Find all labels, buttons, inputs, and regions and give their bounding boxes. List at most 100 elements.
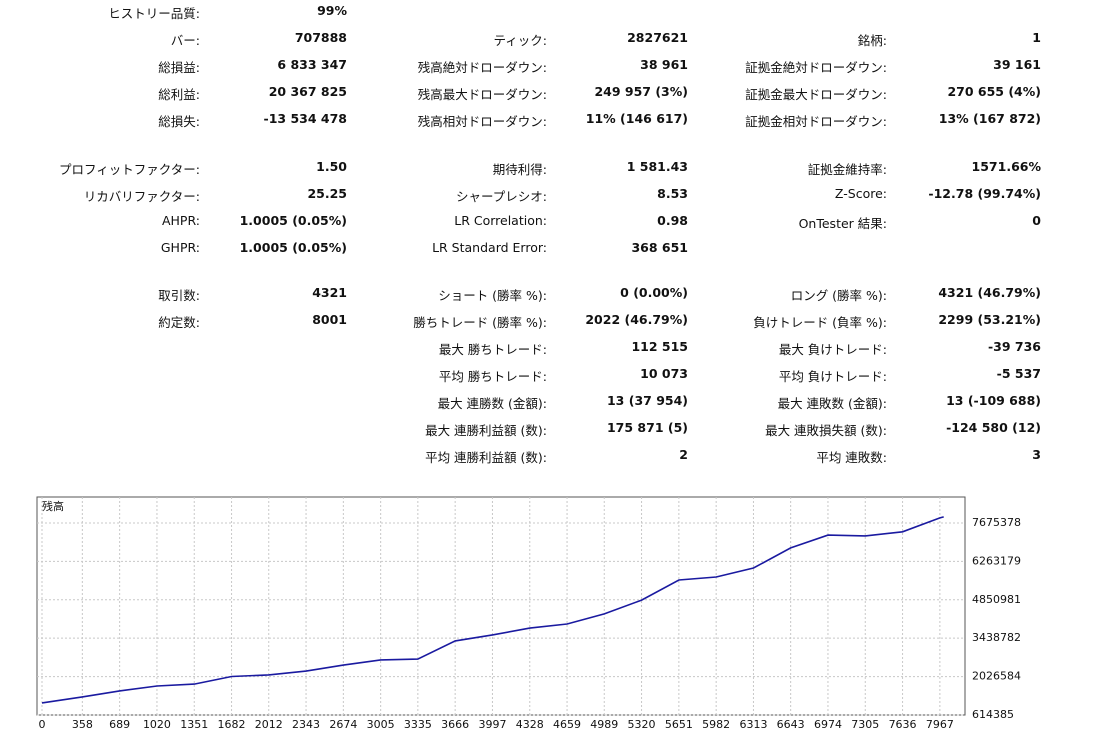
x-tick-label: 7636 — [889, 718, 917, 731]
x-tick-label: 2343 — [292, 718, 320, 731]
stat-label: 証拠金絶対ドローダウン: — [745, 60, 887, 75]
x-tick-label: 358 — [72, 718, 93, 731]
stat-label: AHPR: — [161, 213, 200, 228]
stat-label: 銘柄: — [857, 33, 887, 48]
stat-value: 38 961 — [640, 57, 688, 72]
y-tick-label: 7675378 — [972, 516, 1021, 529]
x-tick-label: 4328 — [516, 718, 544, 731]
stat-value: 112 515 — [631, 339, 688, 354]
stat-value: 10 073 — [640, 366, 688, 381]
stat-label: LR Correlation: — [454, 213, 547, 228]
x-tick-label: 4989 — [590, 718, 618, 731]
x-tick-label: 3335 — [404, 718, 432, 731]
stat-value: 2 — [679, 447, 688, 462]
stat-value: 368 651 — [631, 240, 688, 255]
x-tick-label: 1682 — [218, 718, 246, 731]
stat-label: LR Standard Error: — [432, 240, 547, 255]
x-tick-label: 2012 — [255, 718, 283, 731]
stat-label: バー: — [170, 33, 200, 48]
stat-label: 平均 連敗数: — [816, 450, 887, 465]
stat-label: 総利益: — [158, 87, 200, 102]
stat-value: 1 — [1032, 30, 1041, 45]
stat-value: 25.25 — [307, 186, 347, 201]
stat-value: 8.53 — [657, 186, 688, 201]
x-tick-label: 5982 — [702, 718, 730, 731]
y-tick-label: 4850981 — [972, 593, 1021, 606]
stat-label: 残高絶対ドローダウン: — [417, 60, 547, 75]
x-tick-label: 0 — [39, 718, 46, 731]
x-tick-label: 5651 — [665, 718, 693, 731]
stat-label: OnTester 結果: — [798, 216, 887, 231]
stat-label: 総損益: — [158, 60, 200, 75]
stat-value: 4321 — [312, 285, 347, 300]
x-tick-label: 7967 — [926, 718, 954, 731]
stat-label: 証拠金最大ドローダウン: — [745, 87, 887, 102]
stat-value: 20 367 825 — [268, 84, 347, 99]
stat-value: -124 580 (12) — [946, 420, 1041, 435]
plot-frame — [36, 496, 966, 716]
y-tick-label: 2026584 — [972, 670, 1021, 683]
stat-value: 99% — [317, 3, 347, 18]
stat-value: 1571.66% — [971, 159, 1041, 174]
chart-title: 残高 — [42, 499, 64, 513]
stat-label: ショート (勝率 %): — [438, 288, 547, 303]
stat-label: GHPR: — [160, 240, 200, 255]
x-tick-label: 1351 — [180, 718, 208, 731]
stat-label: ティック: — [493, 33, 547, 48]
stat-label: リカバリファクター: — [83, 189, 200, 204]
stat-label: 証拠金維持率: — [807, 162, 887, 177]
stat-value: 1.0005 (0.05%) — [239, 213, 347, 228]
stat-value: 0 (0.00%) — [620, 285, 688, 300]
y-tick-label: 3438782 — [972, 631, 1021, 644]
stat-label: 期待利得: — [492, 162, 547, 177]
stat-value: 249 957 (3%) — [594, 84, 688, 99]
x-tick-label: 3997 — [478, 718, 506, 731]
stat-label: 最大 勝ちトレード: — [438, 342, 547, 357]
stat-label: 残高最大ドローダウン: — [417, 87, 547, 102]
x-tick-label: 1020 — [143, 718, 171, 731]
stat-value: 2827621 — [627, 30, 688, 45]
stat-label: 総損失: — [158, 114, 200, 129]
stat-label: ヒストリー品質: — [108, 6, 200, 21]
stat-label: 最大 連敗数 (金額): — [777, 396, 887, 411]
stat-value: 8001 — [312, 312, 347, 327]
stat-value: 1.0005 (0.05%) — [239, 240, 347, 255]
stat-label: 勝ちトレード (勝率 %): — [413, 315, 547, 330]
stat-label: シャープレシオ: — [456, 189, 547, 204]
y-tick-label: 6263179 — [972, 554, 1021, 567]
stat-value: -39 736 — [987, 339, 1041, 354]
stat-value: 175 871 (5) — [606, 420, 688, 435]
stat-label: Z-Score: — [834, 186, 887, 201]
x-tick-label: 7305 — [851, 718, 879, 731]
stat-value: 707888 — [294, 30, 347, 45]
stat-label: 証拠金相対ドローダウン: — [745, 114, 887, 129]
x-tick-label: 6313 — [739, 718, 767, 731]
stat-value: 1 581.43 — [626, 159, 688, 174]
y-tick-label: 614385 — [972, 708, 1014, 721]
stat-value: 2022 (46.79%) — [585, 312, 688, 327]
stat-value: 2299 (53.21%) — [938, 312, 1041, 327]
x-tick-label: 3005 — [367, 718, 395, 731]
x-tick-label: 4659 — [553, 718, 581, 731]
stat-label: 平均 勝ちトレード: — [438, 369, 547, 384]
x-tick-label: 5320 — [628, 718, 656, 731]
stat-value: 3 — [1032, 447, 1041, 462]
stat-label: 残高相対ドローダウン: — [417, 114, 547, 129]
stat-value: 1.50 — [316, 159, 347, 174]
stat-label: 平均 連勝利益額 (数): — [425, 450, 547, 465]
stat-value: 6 833 347 — [277, 57, 347, 72]
stat-value: 39 161 — [993, 57, 1041, 72]
stat-value: 13 (-109 688) — [946, 393, 1041, 408]
stat-label: 最大 連勝利益額 (数): — [425, 423, 547, 438]
stat-label: 平均 負けトレード: — [778, 369, 887, 384]
stat-label: 最大 連敗損失額 (数): — [765, 423, 887, 438]
stat-value: 4321 (46.79%) — [938, 285, 1041, 300]
stat-value: 13 (37 954) — [606, 393, 688, 408]
x-tick-label: 6974 — [814, 718, 842, 731]
stat-value: 0.98 — [657, 213, 688, 228]
stat-value: -5 537 — [996, 366, 1041, 381]
stat-label: 約定数: — [158, 315, 200, 330]
stat-label: 取引数: — [158, 288, 200, 303]
